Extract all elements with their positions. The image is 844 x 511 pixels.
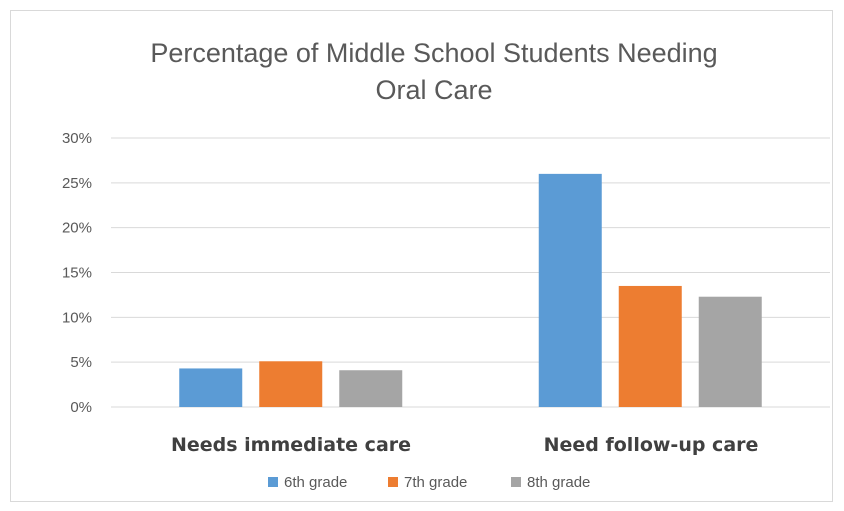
y-tick-label: 10% — [62, 309, 92, 326]
legend-label-7th-grade: 7th grade — [404, 474, 467, 491]
category-label-follow-up: Need follow-up care — [544, 434, 759, 456]
legend: 6th grade 7th grade 8th grade — [268, 474, 590, 491]
legend-label-6th-grade: 6th grade — [284, 474, 347, 491]
y-tick-label: 15% — [62, 265, 92, 282]
category-label-immediate: Needs immediate care — [171, 434, 411, 456]
bar-8th-grade-follow-up — [698, 296, 762, 407]
y-tick-label: 30% — [62, 130, 92, 147]
y-tick-label: 0% — [70, 399, 92, 416]
legend-swatch-8th-grade — [511, 477, 521, 487]
y-tick-label: 20% — [62, 220, 92, 237]
bar-6th-grade-immediate — [179, 368, 243, 407]
legend-label-8th-grade: 8th grade — [527, 474, 590, 491]
bar-8th-grade-immediate — [339, 370, 403, 407]
bar-7th-grade-follow-up — [618, 285, 682, 407]
y-tick-label: 5% — [70, 354, 92, 371]
bars — [179, 173, 762, 407]
chart-frame — [10, 10, 833, 502]
y-tick-label: 25% — [62, 175, 92, 192]
chart-title-line-2: Oral Care — [375, 75, 492, 105]
legend-swatch-7th-grade — [388, 477, 398, 487]
y-axis-tick-labels: 0% 5% 10% 15% 20% 25% 30% — [62, 130, 92, 416]
bar-6th-grade-follow-up — [538, 173, 602, 407]
legend-swatch-6th-grade — [268, 477, 278, 487]
bar-7th-grade-immediate — [259, 361, 323, 407]
chart-title-line-1: Percentage of Middle School Students Nee… — [150, 38, 717, 68]
